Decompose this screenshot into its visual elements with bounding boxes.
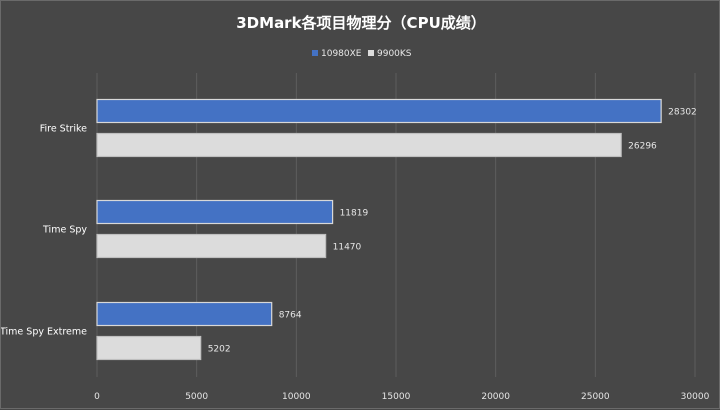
x-tick-30000: 30000: [681, 392, 710, 402]
x-tick-20000: 20000: [481, 392, 510, 402]
legend-label-9900KS: 9900KS: [377, 49, 412, 59]
bar-10980XE-time-spy: [96, 199, 334, 225]
bar-10980XE-fire-strike: [96, 98, 662, 124]
chart-title: 3DMark各项目物理分（CPU成绩）: [236, 14, 486, 32]
x-tick-15000: 15000: [382, 392, 411, 402]
x-tick-5000: 5000: [185, 392, 208, 402]
data-label-9900KS-fire-strike: 26296: [628, 142, 657, 152]
data-label-9900KS-time-spy: 11470: [333, 243, 362, 253]
bar-9900KS-time-spy: [96, 233, 327, 259]
bar-10980XE-time-spy-extreme: [96, 301, 273, 327]
legend-label-10980XE: 10980XE: [321, 49, 362, 59]
x-axis-ticks: 0 5000 10000 15000 20000 25000 30000: [94, 392, 709, 402]
category-label-fire-strike: Fire Strike: [40, 124, 87, 135]
x-tick-25000: 25000: [581, 392, 610, 402]
legend: 10980XE 9900KS: [312, 49, 412, 59]
data-label-10980XE-fire-strike: 28302: [668, 108, 697, 118]
x-tick-0: 0: [94, 392, 100, 402]
data-label-10980XE-time-spy-extreme: 8764: [279, 311, 302, 321]
x-tick-10000: 10000: [282, 392, 311, 402]
grid-lines: [96, 73, 696, 377]
legend-swatch-9900KS: [368, 50, 374, 56]
data-label-10980XE-time-spy: 11819: [340, 209, 369, 219]
data-label-9900KS-time-spy-extreme: 5202: [208, 345, 231, 355]
bar-9900KS-fire-strike: [96, 132, 622, 158]
category-label-time-spy-extreme: Time Spy Extreme: [1, 327, 87, 338]
bars: 28302 26296 11819 11470 8764 5202: [96, 98, 697, 361]
category-labels: Fire Strike Time Spy Time Spy Extreme: [1, 124, 87, 338]
bar-9900KS-time-spy-extreme: [96, 335, 202, 361]
category-label-time-spy: Time Spy: [42, 225, 87, 236]
legend-swatch-10980XE: [312, 50, 318, 56]
